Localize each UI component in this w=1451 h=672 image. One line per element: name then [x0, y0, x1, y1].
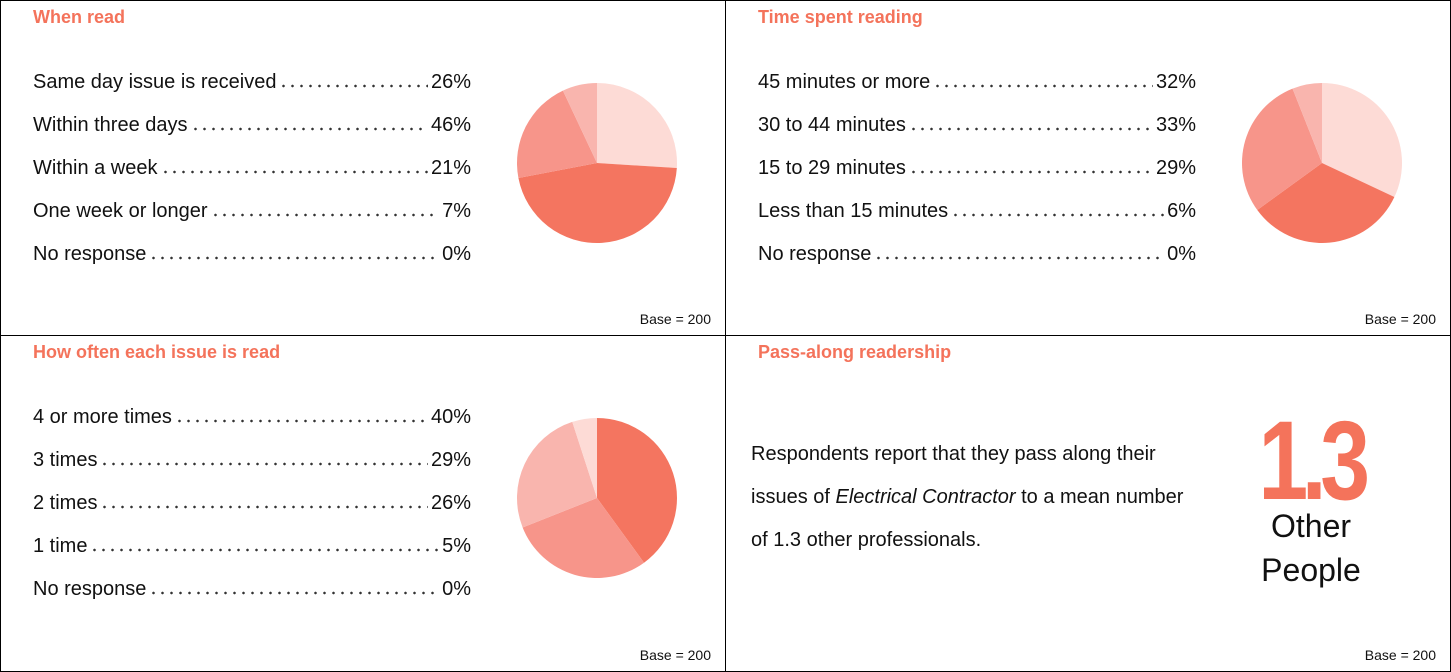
row-value: 7%: [442, 200, 471, 222]
list-row: Same day issue is received 26%: [33, 71, 471, 94]
leader-dots: [174, 419, 428, 423]
leader-dots: [279, 84, 428, 88]
row-label: 15 to 29 minutes: [758, 157, 906, 179]
row-label: No response: [758, 243, 872, 265]
row-label: 2 times: [33, 492, 98, 514]
pie-slice: [597, 418, 677, 563]
leader-dots: [951, 213, 1165, 217]
leader-dots: [149, 256, 440, 260]
leader-dots: [100, 505, 428, 509]
list-row: 3 times 29%: [33, 449, 471, 472]
list-row: 4 or more times 40%: [33, 406, 471, 429]
base-note: Base = 200: [639, 647, 711, 663]
list-row: 30 to 44 minutes 33%: [758, 114, 1196, 137]
emphasis: Electrical Contractor: [835, 486, 1016, 508]
leader-dots: [90, 548, 440, 552]
row-label: Within a week: [33, 157, 158, 179]
row-value: 26%: [430, 492, 471, 514]
pie-slice: [597, 83, 677, 169]
figure-caption: Other: [1270, 508, 1352, 544]
row-label: Less than 15 minutes: [758, 200, 949, 222]
leader-dots: [190, 127, 428, 131]
list-row: No response 0%: [33, 578, 471, 601]
row-label: 45 minutes or more: [758, 71, 931, 93]
row-value: 21%: [430, 157, 471, 179]
row-value: 5%: [442, 535, 471, 557]
row-label: 3 times: [33, 449, 98, 471]
list-row: No response 0%: [758, 243, 1196, 266]
list-row: Less than 15 minutes 6%: [758, 200, 1196, 223]
big-figure: 1.3: [1258, 398, 1370, 523]
leader-dots: [933, 84, 1153, 88]
leader-dots: [100, 462, 428, 466]
base-note: Base = 200: [639, 311, 711, 327]
pie-slice: [562, 83, 597, 163]
panel-title: Pass-along readership: [758, 342, 952, 362]
list-row: 1 time 5%: [33, 535, 471, 558]
row-label: No response: [33, 243, 147, 265]
leader-dots: [210, 213, 440, 217]
leader-dots: [874, 256, 1165, 260]
list-row: 45 minutes or more 32%: [758, 71, 1196, 94]
pie-slice: [522, 498, 645, 578]
pie-slice: [1257, 163, 1395, 244]
row-label: No response: [33, 578, 147, 600]
row-value: 0%: [442, 243, 471, 265]
leader-dots: [149, 591, 440, 595]
pie-slice: [517, 90, 597, 178]
list-row: 15 to 29 minutes 29%: [758, 157, 1196, 180]
row-value: 26%: [430, 71, 471, 93]
pie-slice: [518, 163, 677, 243]
panel: When read Base = 200 Same day issue is rec…: [0, 0, 726, 336]
text: to a mean number of 1.3 other profession…: [751, 486, 1184, 551]
row-value: 29%: [1155, 157, 1196, 179]
list-row: One week or longer 7%: [33, 200, 471, 223]
row-value: 46%: [430, 114, 471, 136]
pie-slice: [1292, 83, 1322, 163]
row-value: 32%: [1155, 71, 1196, 93]
list-row: Within a week 21%: [33, 157, 471, 180]
panel-title: When read: [33, 7, 126, 27]
panel: How often each issue is read Base = 200 4 …: [0, 335, 726, 672]
row-label: One week or longer: [33, 200, 208, 222]
panel-title: Time spent reading: [758, 7, 923, 27]
pie-slice: [1322, 83, 1402, 198]
row-label: 30 to 44 minutes: [758, 114, 906, 136]
list-row: No response 0%: [33, 243, 471, 266]
figure-caption: People: [1261, 552, 1361, 588]
panel-title: How often each issue is read: [33, 342, 281, 362]
paragraph: Respondents report that they pass along …: [751, 433, 1191, 562]
row-label: 1 time: [33, 535, 88, 557]
text: Respondents report that they pass along …: [751, 443, 1156, 508]
base-note: Base = 200: [1364, 311, 1436, 327]
panel: Time spent reading Base = 200 45 minutes o…: [725, 0, 1451, 336]
pie-chart: [1242, 83, 1402, 244]
row-value: 29%: [430, 449, 471, 471]
row-value: 6%: [1167, 200, 1196, 222]
row-value: 0%: [442, 578, 471, 600]
row-value: 40%: [430, 406, 471, 428]
leader-dots: [908, 170, 1153, 174]
list-row: Within three days 46%: [33, 114, 471, 137]
leader-dots: [908, 127, 1153, 131]
pie-chart: [517, 418, 677, 578]
leader-dots: [160, 170, 428, 174]
row-label: Within three days: [33, 114, 188, 136]
list-row: 2 times 26%: [33, 492, 471, 515]
row-value: 0%: [1167, 243, 1196, 265]
pie-chart: [517, 83, 677, 243]
row-value: 33%: [1155, 114, 1196, 136]
pie-slice: [1242, 88, 1322, 211]
row-label: Same day issue is received: [33, 71, 277, 93]
row-label: 4 or more times: [33, 406, 172, 428]
base-note: Base = 200: [1364, 647, 1436, 663]
pie-slice: [572, 418, 597, 498]
panel: Pass-along readership Respondents report…: [725, 335, 1451, 672]
pie-slice: [517, 421, 597, 528]
